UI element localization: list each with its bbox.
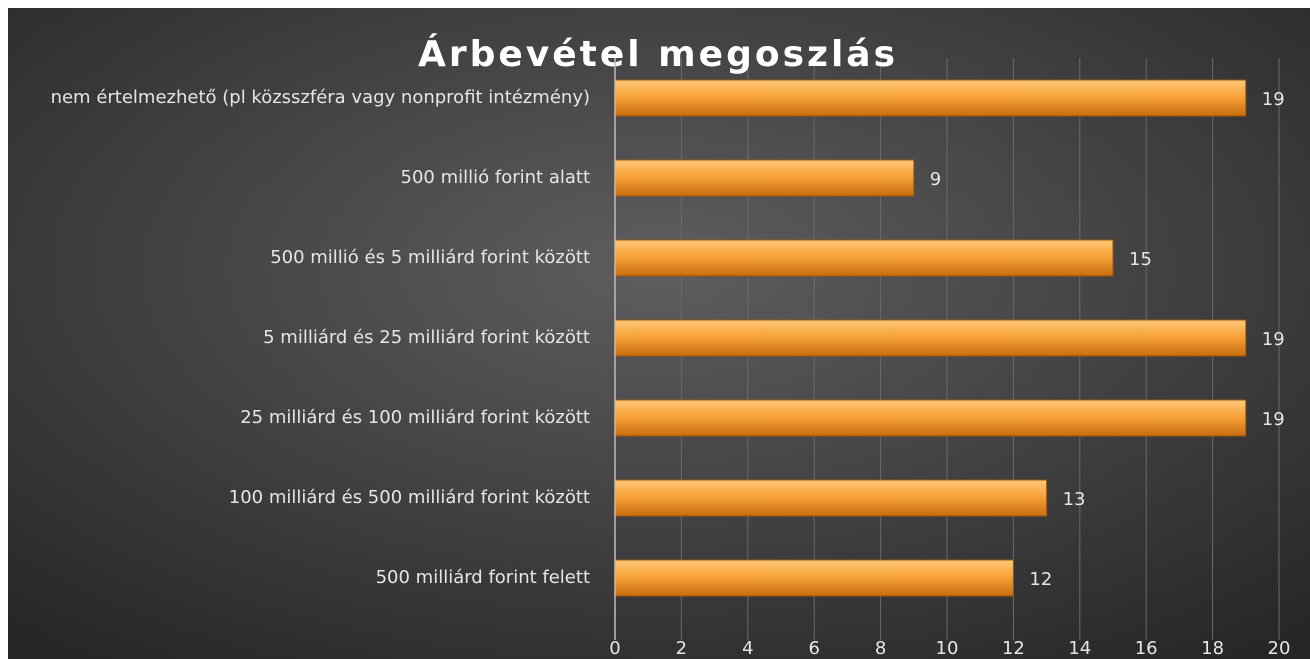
- bar: [614, 319, 1247, 357]
- data-label: 19: [1262, 409, 1285, 430]
- y-tick-label: nem értelmezhető (pl közsszféra vagy non…: [51, 87, 590, 108]
- x-tick-label: 4: [742, 638, 753, 659]
- chart-title: Árbevétel megoszlás: [418, 33, 898, 75]
- data-label: 12: [1029, 569, 1052, 590]
- y-tick-label: 500 millió forint alatt: [401, 167, 590, 188]
- x-tick-label: 2: [676, 638, 687, 659]
- y-tick-label: 25 milliárd és 100 milliárd forint közöt…: [240, 407, 590, 428]
- bar: [614, 479, 1048, 517]
- x-tick-label: 0: [609, 638, 620, 659]
- x-tick-label: 18: [1201, 638, 1224, 659]
- y-tick-label: 100 milliárd és 500 milliárd forint közö…: [229, 487, 590, 508]
- x-tick-label: 8: [875, 638, 886, 659]
- data-label: 19: [1262, 329, 1285, 350]
- x-tick-label: 10: [936, 638, 959, 659]
- x-tick-label: 6: [808, 638, 819, 659]
- bar: [614, 239, 1114, 277]
- bar: [614, 79, 1247, 117]
- y-tick-label: 5 milliárd és 25 milliárd forint között: [263, 327, 590, 348]
- y-tick-label: 500 millió és 5 milliárd forint között: [270, 247, 590, 268]
- x-tick-label: 14: [1068, 638, 1091, 659]
- x-tick-label: 12: [1002, 638, 1025, 659]
- x-tick-label: 20: [1268, 638, 1291, 659]
- bar: [614, 399, 1247, 437]
- data-label: 15: [1129, 249, 1152, 270]
- x-tick-label: 16: [1135, 638, 1158, 659]
- bar: [614, 559, 1014, 597]
- data-label: 9: [930, 169, 941, 190]
- data-label: 19: [1262, 89, 1285, 110]
- y-tick-label: 500 milliárd forint felett: [376, 567, 590, 588]
- bar: [614, 159, 915, 197]
- data-label: 13: [1063, 489, 1086, 510]
